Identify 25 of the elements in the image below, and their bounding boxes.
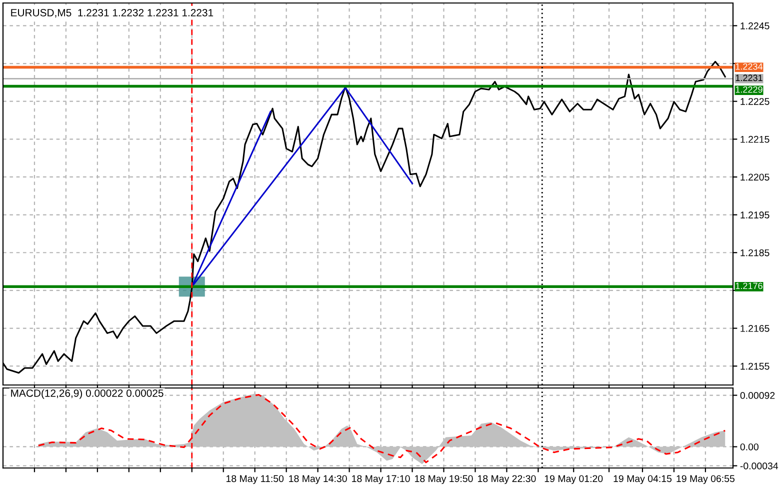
ref-line-label: 1.2229 <box>736 86 762 93</box>
y-tick-label: 1.2225 <box>740 98 770 105</box>
ref-line-label: 1.2176 <box>736 282 762 290</box>
x-tick-label: 18 May 11:50 <box>226 475 284 484</box>
y-tick-label: 1.2165 <box>740 325 770 332</box>
x-tick-label: 18 May 14:30 <box>289 475 347 484</box>
x-tick-label: 19 May 06:55 <box>676 475 735 484</box>
x-tick-label: 19 May 01:20 <box>544 475 603 484</box>
x-tick-label: 18 May 19:50 <box>415 475 473 484</box>
y-tick-label: 1.2185 <box>740 249 770 256</box>
y-tick-label: 0.00 <box>740 443 758 450</box>
chart-title: EURUSD,M5 1.2231 1.2232 1.2231 1.2231 <box>11 9 214 18</box>
chart-title: MACD(12,26,9) 0.00022 0.00025 <box>11 389 164 399</box>
y-tick-label: 1.2215 <box>740 136 770 143</box>
x-tick-label: 19 May 04:15 <box>614 475 672 484</box>
y-tick-label: 1.2245 <box>740 22 770 30</box>
ref-line-label: 1.2234 <box>736 63 763 70</box>
y-tick-label: 1.2155 <box>740 362 770 370</box>
x-tick-label: 18 May 17:10 <box>352 475 410 484</box>
y-tick-label: 1.2205 <box>740 174 770 181</box>
ref-line-label: 1.2231 <box>736 74 762 82</box>
x-tick-label: 18 May 22:30 <box>478 475 536 484</box>
y-tick-label: 0.00092 <box>740 392 775 399</box>
y-tick-label: 1.2195 <box>740 212 770 218</box>
y-tick-label: -0.00034 <box>740 462 778 470</box>
